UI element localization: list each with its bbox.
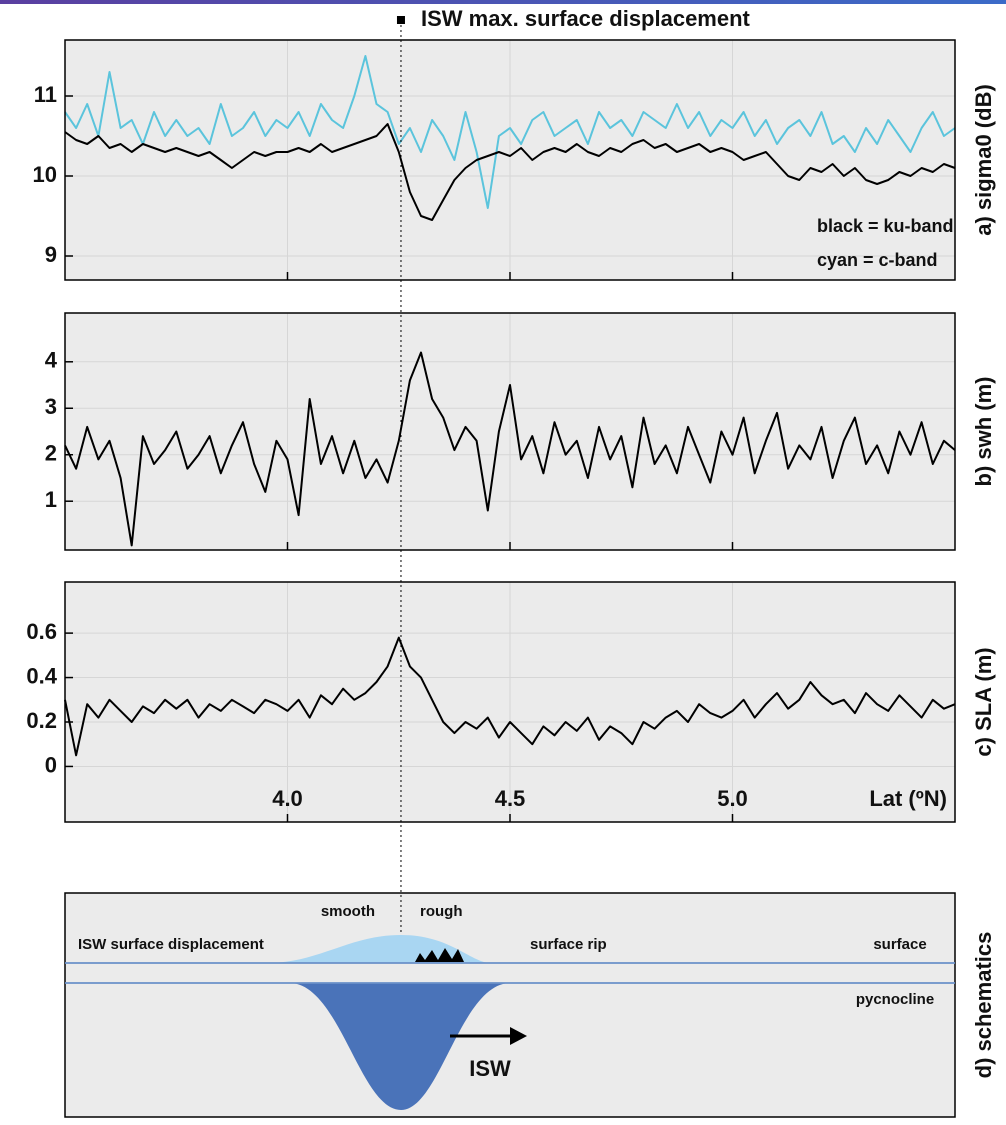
y-tick-label: 0 xyxy=(45,752,57,777)
legend-label: cyan = c-band xyxy=(817,250,938,270)
displacement-label: ISW surface displacement xyxy=(78,936,264,953)
y-axis-label: a) sigma0 (dB) xyxy=(971,84,996,236)
x-tick-label: 4.0 xyxy=(272,786,303,811)
pycnocline-trough xyxy=(290,983,510,1110)
rip-label: surface rip xyxy=(530,936,607,953)
y-tick-label: 2 xyxy=(45,441,57,466)
y-tick-label: 10 xyxy=(33,162,57,187)
y-tick-label: 1 xyxy=(45,487,57,512)
arrow-head xyxy=(510,1027,527,1045)
top-strip xyxy=(0,0,1006,4)
plot-frame xyxy=(64,581,956,823)
y-tick-label: 0.6 xyxy=(26,619,57,644)
y-tick-label: 0.2 xyxy=(26,708,57,733)
pycnocline-label: pycnocline xyxy=(856,991,934,1008)
y-axis-label: b) swh (m) xyxy=(971,377,996,487)
rough-label: rough xyxy=(420,903,463,920)
schematic-panel: smooth rough ISW surface displacement su… xyxy=(64,892,996,1118)
isw-label: ISW xyxy=(469,1056,511,1081)
data-line xyxy=(64,123,956,221)
x-tick-label: 5.0 xyxy=(717,786,748,811)
data-line xyxy=(64,55,956,209)
data-line xyxy=(64,351,956,547)
y-tick-label: 0.4 xyxy=(26,663,57,688)
isw-marker xyxy=(396,16,405,24)
y-tick-label: 3 xyxy=(45,394,57,419)
schematic-label: d) schematics xyxy=(971,932,996,1079)
annotation-label: ISW max. surface displacement xyxy=(421,6,751,31)
surface-label: surface xyxy=(873,936,926,953)
legend-label: black = ku-band xyxy=(817,216,954,236)
schematic-frame xyxy=(64,892,956,1118)
y-tick-label: 4 xyxy=(45,348,58,373)
surface-rip xyxy=(415,948,464,962)
data-line xyxy=(64,636,956,757)
plot-frame xyxy=(64,39,956,281)
y-tick-label: 11 xyxy=(34,82,57,107)
smooth-label: smooth xyxy=(321,903,375,920)
plot-frame xyxy=(64,312,956,551)
x-axis-label: Lat (ºN) xyxy=(869,786,947,811)
x-tick-label: 4.5 xyxy=(495,786,526,811)
y-axis-label: c) SLA (m) xyxy=(971,647,996,756)
y-tick-label: 9 xyxy=(45,242,57,267)
